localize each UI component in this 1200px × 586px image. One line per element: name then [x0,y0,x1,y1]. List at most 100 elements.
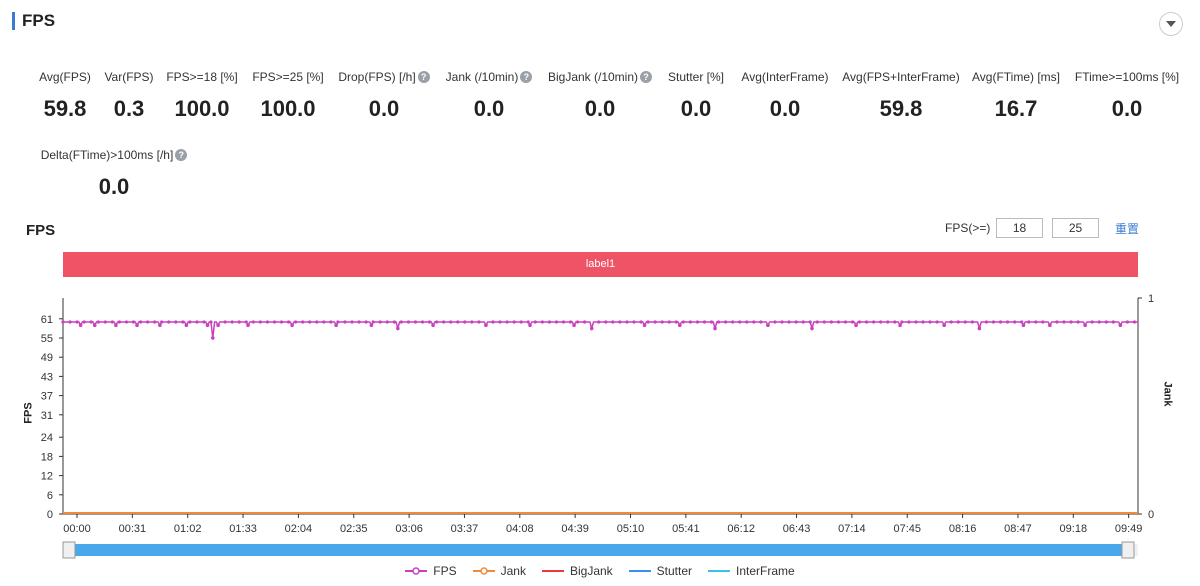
fps-point [237,320,241,324]
fps-point [681,320,685,324]
fps-dip-point [810,326,814,331]
fps-point [801,320,805,324]
fps-point [702,320,707,324]
legend-marker-icon [472,567,495,575]
stat-label-text: Avg(FTime) [ms] [971,70,1060,84]
legend-item-jank[interactable]: Jank [472,564,526,578]
y-tick-label: 0 [47,509,53,521]
fps-point [1034,320,1038,324]
stat-label: Drop(FPS) [/h]? [338,70,430,84]
fps-point [301,320,305,324]
fps-dip-point [334,323,338,328]
zoom-slider-track [63,544,1138,556]
fps-dip-point [854,323,858,328]
fps-point [646,320,650,324]
fps-point [857,320,862,324]
x-tick-label: 03:37 [451,523,479,535]
fps-point [575,320,580,324]
fps-dip-point [216,323,220,328]
fps-dip-point [642,323,647,328]
legend-item-bigjank[interactable]: BigJank [541,564,613,578]
stat-0: Avg(FPS) 59.8 [0,68,155,122]
fps-point [357,320,361,324]
fps-point [103,320,107,324]
x-tick-label: 09:18 [1060,523,1088,535]
fps-point [942,323,946,327]
fps-point [265,320,270,324]
fps-point [385,320,389,324]
fps-point [315,320,319,324]
fps-point [632,320,636,324]
fps-dip-point [1048,323,1052,328]
stat-10: Avg(FTime) [ms] 16.7 [926,68,1106,122]
fps-point [752,320,756,324]
legend-item-fps[interactable]: FPS [405,564,457,578]
collapse-button[interactable] [1159,12,1183,36]
stat-value: 0.0 [584,96,616,121]
fps-point [420,320,425,324]
stat-label-text: Jank (/10min) [445,70,519,84]
fps-point [435,320,439,324]
stat-label: Avg(FTime) [ms] [972,70,1060,84]
fps-point [653,320,657,324]
legend-marker-icon [628,570,651,572]
fps-dip-point [78,323,83,328]
fps-point [914,320,918,324]
y-axis-left-label: FPS [22,402,35,424]
legend-item-stutter[interactable]: Stutter [628,564,692,578]
fps-point [456,320,460,324]
y-tick-label: 49 [41,352,53,364]
stat-value: 0.0 [769,96,801,121]
fps-point [590,326,594,330]
label-band[interactable]: label1 [63,252,1138,277]
stat-value: 59.8 [43,96,87,121]
fps-point [343,320,347,324]
fps-dip-point [205,323,210,328]
fps-point [1132,320,1137,324]
x-tick-label: 05:41 [672,523,700,535]
fps-point [794,320,798,324]
fps-point [745,320,749,324]
threshold-input-1[interactable] [996,218,1043,238]
fps-point [89,320,93,324]
fps-point [174,320,178,324]
fps-point [963,320,967,324]
stat-value: 0.0 [98,174,130,199]
help-icon[interactable]: ? [417,71,430,83]
fps-point [406,320,411,324]
fps-point [195,320,199,324]
fps-point [167,320,171,324]
fps-dip-point [898,323,902,328]
y-tick-label: 61 [41,314,53,326]
legend-label: BigJank [569,564,613,578]
fps-point [1111,320,1115,324]
fps-point [738,320,742,324]
legend-marker-icon [708,570,731,572]
fps-point [1013,320,1017,324]
stat-value: 16.7 [994,96,1038,121]
fps-point [935,320,939,324]
stat-label: BigJank (/10min)? [548,70,653,84]
fps-dip-point [1083,323,1087,328]
legend-item-interframe[interactable]: InterFrame [708,564,795,578]
threshold-input-2[interactable] [1052,218,1099,238]
x-tick-label: 02:35 [340,523,368,535]
fps-point [611,320,615,324]
reset-link[interactable]: 重置 [1115,222,1140,236]
fps-point [625,320,629,324]
y-tick-label: 18 [41,451,53,463]
fps-point [216,323,220,327]
stat-value: 100.0 [174,96,230,121]
fps-point [427,320,432,324]
stat-label: Jank (/10min)? [446,70,533,84]
help-icon[interactable]: ? [520,71,533,83]
fps-point [399,320,403,324]
fps-point [371,320,375,324]
fps-point [604,320,608,324]
fps-dip-point [766,323,770,328]
x-tick-label: 08:47 [1004,523,1032,535]
stat-label-text: Delta(FTime)>100ms [/h] [40,148,174,162]
help-icon[interactable]: ? [640,71,653,83]
help-icon[interactable]: ? [175,149,188,161]
fps-point [413,320,418,324]
